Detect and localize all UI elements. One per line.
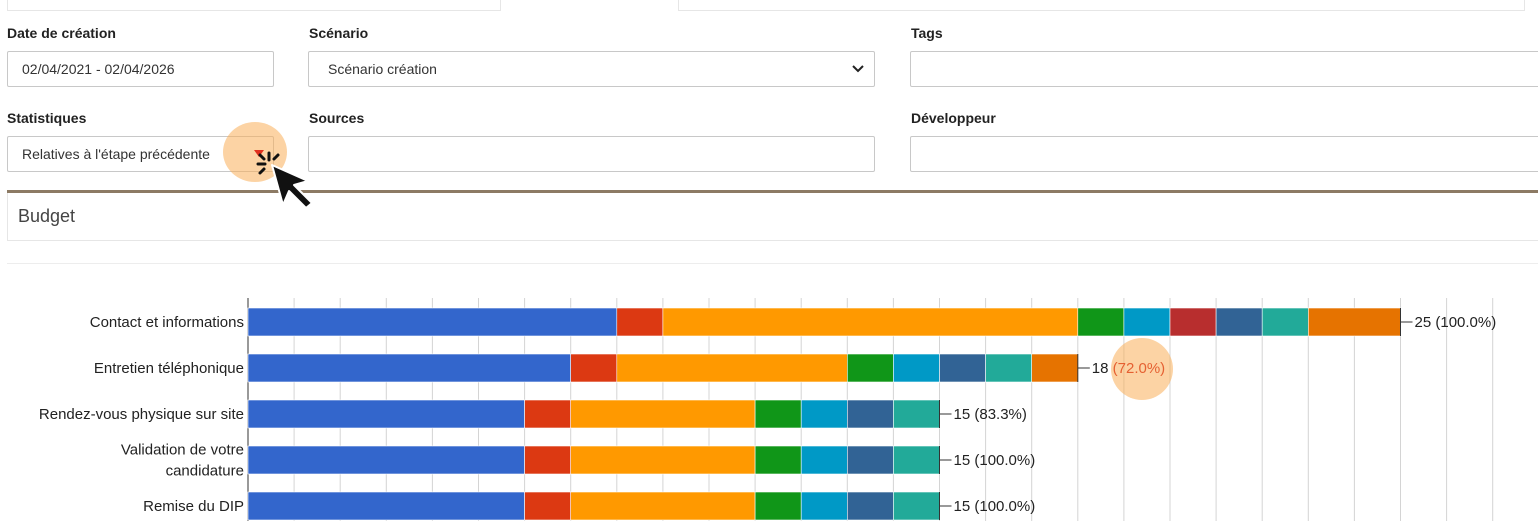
bar-segment [570,353,618,383]
bar-segment [754,445,802,475]
developer-input[interactable] [910,136,1538,172]
bar-segment [1215,307,1263,337]
bar-segment [570,445,756,475]
bar-segment [524,399,571,429]
bar-segment [893,353,940,383]
category-label: candidature [166,463,244,480]
stats-value: Relatives à l'étape précédente [22,146,210,162]
bar-segment [893,491,940,521]
bar-segment [247,491,525,521]
bar-segment [846,491,894,521]
category-label: Contact et informations [90,314,244,331]
bar-segment [893,445,940,475]
bar-segment [754,399,802,429]
date-range-value: 02/04/2021 - 02/04/2026 [22,61,175,77]
bar-segment [800,399,848,429]
bar-segment [247,307,618,337]
bar-segment [247,445,525,475]
bar-segment [800,445,848,475]
total-label: 15 (83.3%) [954,406,1027,423]
bar-segment [939,353,986,383]
bar-segment [1031,353,1079,383]
bar-segment [846,353,894,383]
total-label: 15 (100.0%) [954,498,1036,515]
bar-segment [1123,307,1171,337]
sources-label: Sources [309,110,365,126]
bar-segment [1308,307,1401,337]
scenario-label: Scénario [309,25,369,41]
bar-segment [247,353,572,383]
percentage-highlight [1111,338,1173,400]
scenario-select[interactable]: Scénario création [308,51,875,87]
top-panel-right [678,0,1525,11]
developer-label: Développeur [911,110,996,126]
bar-segment [570,491,756,521]
category-label: Rendez-vous physique sur site [39,406,244,423]
bar-segment [893,399,940,429]
date-range-input[interactable]: 02/04/2021 - 02/04/2026 [7,51,274,87]
budget-panel-header[interactable] [7,193,1538,241]
bar-segment [1261,307,1309,337]
section-divider [7,190,1538,193]
bar-segment [800,491,848,521]
total-label: 15 (100.0%) [954,452,1036,469]
category-label: Validation de votre [121,442,244,459]
bar-segment [662,307,1079,337]
bar-segment [570,399,756,429]
sources-input[interactable] [308,136,875,172]
tags-input[interactable] [910,51,1538,87]
category-label: Entretien téléphonique [94,360,244,377]
bar-segment [1169,307,1217,337]
panel-separator [7,263,1538,264]
mouse-pointer-icon [256,151,313,209]
bar-segment [247,399,525,429]
stats-label: Statistiques [7,110,87,126]
bar-segment [985,353,1032,383]
panel-title: Budget [18,206,76,226]
tags-label: Tags [911,25,943,41]
dropdown-caret-icon [254,150,264,157]
date-label: Date de création [7,25,116,41]
bar-segment [524,445,571,475]
bar-segment [754,491,802,521]
category-label: Remise du DIP [143,498,244,515]
bar-segment [616,307,664,337]
scenario-value: Scénario création [328,61,437,77]
total-label: 25 (100.0%) [1415,314,1497,331]
bar-segment [846,399,894,429]
top-panel-left [7,0,501,11]
bar-segment [846,445,894,475]
bar-segment [524,491,571,521]
bar-segment [616,353,848,383]
chevron-down-icon [852,65,864,73]
bar-segment [1077,307,1125,337]
